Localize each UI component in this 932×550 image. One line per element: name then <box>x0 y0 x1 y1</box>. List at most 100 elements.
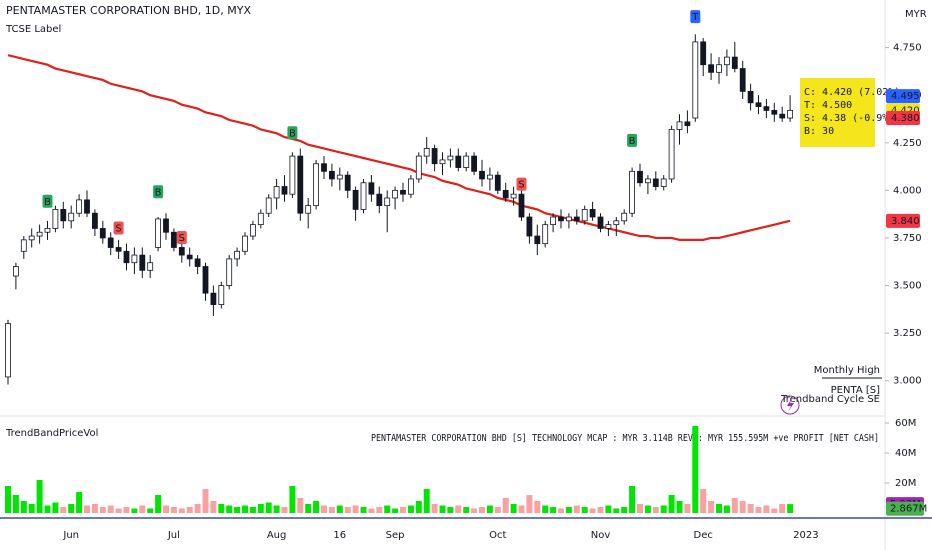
volume-bar <box>447 507 454 513</box>
volume-bar <box>644 505 651 513</box>
volume-bar <box>660 505 667 513</box>
x-tick-label: Aug <box>267 530 287 541</box>
candle-body <box>550 216 556 226</box>
volume-bar <box>218 504 225 513</box>
volume-bar <box>186 507 193 513</box>
volume-bar <box>423 489 430 513</box>
volume-bar <box>613 508 620 513</box>
x-tick-label: Sep <box>386 530 405 541</box>
volume-bar <box>147 508 154 513</box>
volume-bar <box>558 508 564 513</box>
signal-box <box>627 133 638 147</box>
volume-bar <box>439 505 446 513</box>
currency: MYR <box>905 9 927 20</box>
x-tick-label: Oct <box>489 530 506 541</box>
x-tick-label: Dec <box>694 530 713 541</box>
volume-bar <box>779 504 786 513</box>
candle-body <box>684 121 691 127</box>
info-line: B: 30 <box>804 126 834 137</box>
y-tick-label: 4.750 <box>893 43 922 54</box>
candle-body <box>566 216 572 222</box>
info-line: T: 4.500 <box>804 100 852 111</box>
candle-body <box>60 209 67 222</box>
candle-body <box>534 235 541 245</box>
candle-body <box>352 189 359 210</box>
candle-body <box>676 121 683 130</box>
volume-bar <box>376 507 383 513</box>
candle-body <box>360 182 367 210</box>
price-tag-label: 4.420 <box>891 105 920 116</box>
volume-bar <box>407 505 414 513</box>
price-tag-label: 4.495 <box>891 91 920 102</box>
candle-body <box>20 239 27 252</box>
candle-body <box>52 209 59 229</box>
candle-body <box>123 250 130 264</box>
volume-bar <box>708 501 715 513</box>
candle-body <box>605 224 612 229</box>
candle-body <box>494 174 501 191</box>
candle-body <box>131 254 138 264</box>
volume-bar <box>550 507 557 513</box>
candle-body <box>652 178 659 187</box>
volume-bar <box>565 507 572 513</box>
price-tag <box>886 89 920 104</box>
candle-body <box>368 182 375 195</box>
volume-title: TrendBandPriceVol <box>5 428 98 439</box>
volume-bar <box>12 495 19 513</box>
volume-bar <box>668 495 675 513</box>
signal-box <box>153 185 164 199</box>
volume-bar <box>368 508 375 513</box>
moving-average <box>7 54 791 241</box>
candle-body <box>526 216 533 237</box>
candle-body <box>573 216 580 222</box>
alert-icon <box>780 395 800 415</box>
volume-bar <box>637 504 643 513</box>
candle-body <box>779 113 786 119</box>
chart-title: PENTAMASTER CORPORATION BHD, 1D, MYX <box>6 4 251 17</box>
candle-body <box>455 155 462 168</box>
volume-bar <box>463 507 470 513</box>
volume-bar <box>155 495 162 513</box>
y-tick-label: 3.750 <box>893 233 922 244</box>
x-tick-label: Nov <box>591 530 611 541</box>
volume-bar <box>131 508 138 513</box>
candle-body <box>249 224 256 237</box>
candle-body <box>336 174 343 180</box>
volume-bar <box>400 507 406 513</box>
candle-body <box>486 174 493 180</box>
volume-bar <box>763 505 770 513</box>
volume-bar <box>716 504 722 513</box>
candle-body <box>708 64 714 73</box>
candle-body <box>115 247 122 252</box>
volume-bar <box>700 489 707 513</box>
x-tick-label: 2023 <box>793 530 818 541</box>
volume-bar <box>76 492 83 513</box>
volume-bar <box>510 504 517 513</box>
volume-bar <box>573 505 580 513</box>
candle-body <box>36 231 43 237</box>
volume-bar <box>123 507 130 513</box>
candle-body <box>668 129 675 180</box>
candle-body <box>731 56 738 69</box>
signal-box <box>42 194 53 208</box>
candle-body <box>107 237 114 248</box>
alert-bolt <box>787 398 794 412</box>
volume-bar <box>336 505 343 513</box>
volume-bar <box>242 505 248 513</box>
candle-body <box>234 250 241 260</box>
candle-body <box>194 258 201 267</box>
volume-bar <box>502 498 509 513</box>
candle-body <box>589 209 596 218</box>
y-tick-label: 60M <box>895 418 916 429</box>
candle-body <box>344 174 351 191</box>
volume-bar <box>115 508 122 513</box>
signal-label: B <box>155 187 162 198</box>
volume-bar <box>455 505 462 513</box>
volume-bar <box>684 504 691 513</box>
volume-bar <box>629 486 636 513</box>
volume-bar <box>44 505 51 513</box>
candle-body <box>28 235 35 241</box>
candle-body <box>210 292 217 305</box>
candle-body <box>613 220 620 226</box>
volume-bar <box>178 508 185 513</box>
